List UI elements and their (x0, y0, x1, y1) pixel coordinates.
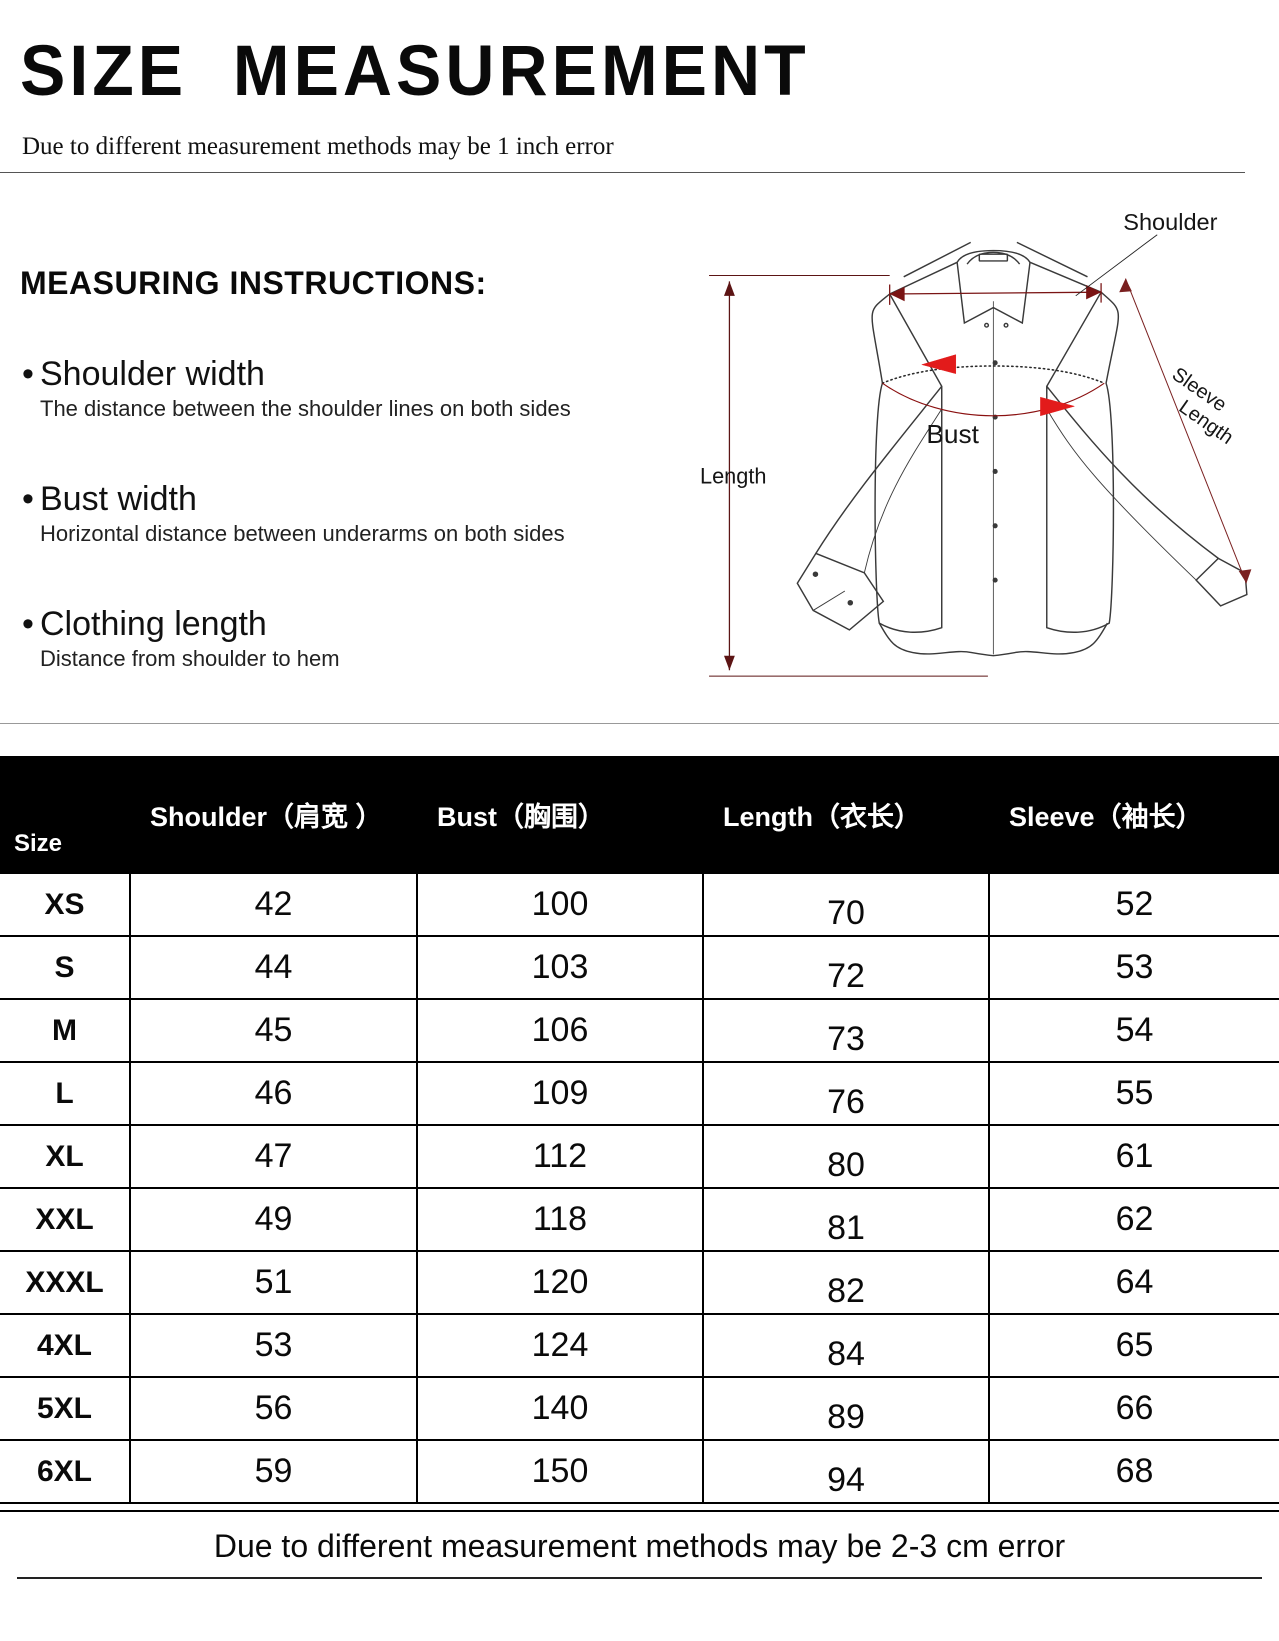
svg-text:Bust: Bust (926, 419, 979, 449)
svg-text:Shoulder: Shoulder (1123, 209, 1217, 235)
svg-text:Length: Length (700, 464, 766, 489)
